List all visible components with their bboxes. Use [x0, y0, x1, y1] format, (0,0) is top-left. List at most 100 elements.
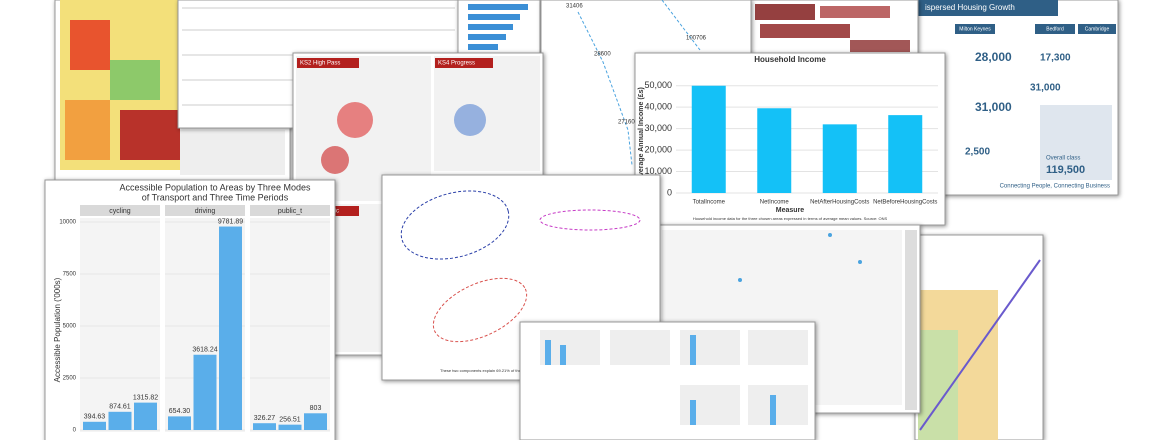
- map-label: KS4 Progress: [438, 61, 475, 67]
- x-tick-label: TotalIncome: [693, 200, 726, 206]
- bar: [822, 124, 857, 193]
- value-label: 256.51: [279, 417, 301, 424]
- bar: [168, 416, 191, 430]
- plot-area: [250, 218, 330, 432]
- figure: 31,000: [1030, 83, 1061, 94]
- small-multiples: [519, 321, 816, 440]
- bar: [108, 411, 132, 430]
- facet: [680, 385, 740, 425]
- bar-shape: [468, 24, 513, 30]
- y-tick-label: 40,000: [644, 102, 672, 112]
- x-axis-label: Measure: [776, 207, 805, 214]
- label-box: [1035, 24, 1075, 34]
- y-tick-label: 10000: [59, 220, 76, 226]
- map-area: [120, 110, 180, 160]
- facet: [748, 330, 808, 365]
- bar: [304, 413, 327, 430]
- bar: [83, 421, 106, 430]
- x-tick-label: NetAfterHousingCosts: [810, 200, 869, 206]
- bar: [253, 423, 276, 430]
- route: [919, 259, 1041, 431]
- facet-strip: [905, 230, 917, 410]
- word-shape: [760, 24, 850, 38]
- value-label: 654.30: [169, 408, 191, 415]
- bar-shape: [468, 34, 506, 40]
- y-tick-label: 0: [73, 428, 77, 434]
- chart-title: of Transport and Three Time Periods: [142, 192, 289, 202]
- label-box: [435, 58, 493, 68]
- bar: [219, 226, 242, 430]
- label-box: [955, 24, 995, 34]
- facet-strip: [80, 205, 160, 216]
- accessible-population-chart: Accessible Population to Areas by Three …: [44, 179, 336, 440]
- series-line: [577, 11, 633, 166]
- bar-shape: [468, 44, 498, 50]
- map-cluster: [321, 146, 349, 174]
- bar: [888, 115, 923, 193]
- label-box: [297, 58, 359, 68]
- figure: 31,000: [975, 100, 1012, 114]
- map-area: [65, 100, 110, 160]
- point-label: 28600: [594, 52, 611, 58]
- cluster-ellipse: [539, 209, 641, 231]
- point-label: 27160: [618, 120, 635, 126]
- y-tick-label: 30,000: [644, 123, 672, 133]
- label-box: [1078, 24, 1116, 34]
- bar: [691, 85, 726, 193]
- y-axis-label: Accessible Population ('000s): [53, 277, 62, 382]
- series-line: [661, 0, 701, 51]
- overall-label: Overall class: [1046, 156, 1080, 162]
- cluster-ellipse: [400, 190, 510, 260]
- bar-shape: [545, 340, 551, 365]
- footer: Connecting People, Connecting Business: [1000, 184, 1110, 190]
- bar-shape: [690, 400, 696, 425]
- bar-shape: [468, 4, 528, 10]
- x-tick-label: NetIncome: [760, 200, 790, 206]
- bar-shape: [690, 335, 696, 365]
- place: Bedford: [1046, 26, 1064, 32]
- hbar-thumbnail: [457, 0, 541, 63]
- point: [828, 233, 832, 237]
- figure: 17,300: [1040, 53, 1071, 64]
- figure: 28,000: [975, 50, 1012, 64]
- title: ispersed Housing Growth: [925, 3, 1015, 12]
- y-tick-label: 2500: [63, 376, 77, 382]
- facet-label: cycling: [109, 208, 131, 215]
- y-tick-label: 7500: [63, 272, 77, 278]
- bar-shape: [560, 345, 566, 365]
- place: Milton Keynes: [959, 26, 991, 32]
- value-label: 1315.82: [133, 394, 158, 401]
- map-label: KS2 High Pass: [300, 61, 340, 67]
- map-area: [434, 56, 540, 171]
- value-label: 326.27: [254, 415, 276, 422]
- facet-label: public_t: [278, 208, 302, 215]
- facet: [680, 330, 740, 365]
- map-cluster: [337, 102, 373, 138]
- value-label: 874.61: [109, 404, 131, 411]
- word-shape: [850, 40, 910, 52]
- y-axis-label: Average Annual Income (£s): [638, 87, 645, 181]
- facet: [610, 330, 670, 365]
- map-bottom-right: [914, 234, 1044, 440]
- title-band: [918, 0, 1058, 16]
- word-shape: [755, 4, 815, 20]
- bar-shape: [770, 395, 776, 425]
- summary-box: [1040, 105, 1112, 180]
- facet-label: driving: [195, 208, 216, 215]
- infographic: ispersed Housing Growth Milton Keynes Bedf…: [914, 0, 1119, 196]
- bar-shape: [468, 14, 520, 20]
- facet: [748, 385, 808, 425]
- bar: [757, 108, 792, 193]
- y-tick-label: 10,000: [644, 166, 672, 176]
- household-income-chart: Household Income 0 10,000 20,000 30,000 40,00…: [634, 52, 946, 226]
- x-tick-label: NetBeforeHousingCosts: [873, 200, 937, 206]
- map-area: [110, 60, 160, 100]
- overall-value: 119,500: [1046, 164, 1085, 176]
- caption: Household income data for the three chos…: [693, 216, 888, 221]
- value-label: 3618.24: [192, 347, 217, 354]
- map-cluster: [454, 104, 486, 136]
- bar: [134, 402, 157, 430]
- figure: 2,500: [965, 147, 990, 158]
- map-area: [70, 20, 110, 70]
